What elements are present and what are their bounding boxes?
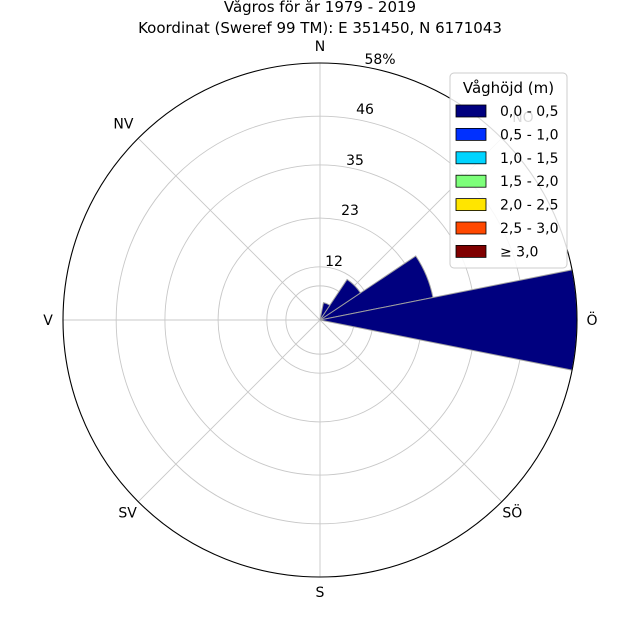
angular-grid-line [137, 137, 321, 321]
direction-label: NV [113, 116, 133, 132]
legend-title: Våghöjd (m) [463, 79, 554, 97]
legend-swatch [455, 221, 487, 235]
chart-title: Vågros för år 1979 - 2019 [224, 0, 416, 16]
legend-entry-label: 1,0 - 1,5 [500, 151, 558, 167]
radial-tick-label: 46 [356, 102, 374, 118]
direction-label: N [315, 39, 325, 55]
legend-swatch [455, 244, 487, 258]
legend-swatch [455, 151, 487, 165]
polar-area: NNOÖSÖSSVVNV1223354658% [43, 39, 597, 601]
legend-swatch [455, 198, 487, 212]
direction-label: V [43, 313, 53, 329]
legend-frame [449, 72, 568, 269]
rose-sector-bar [319, 269, 578, 371]
legend-entry-label: 1,5 - 2,0 [500, 174, 558, 190]
direction-label: S [316, 585, 325, 601]
legend-swatch [455, 127, 487, 141]
direction-label: SÖ [502, 503, 522, 521]
radial-tick-label: 12 [325, 254, 343, 270]
legend: Våghöjd (m) 0,0 - 0,5 0,5 - 1,0 1,0 - 1,5 1,… [449, 72, 568, 269]
legend-swatch [455, 174, 487, 188]
direction-label: Ö [586, 311, 597, 329]
legend-entry-label: 2,5 - 3,0 [500, 221, 558, 237]
legend-entry-label: 0,0 - 0,5 [500, 104, 558, 120]
angular-grid-line [319, 319, 503, 503]
legend-entry-label: 2,0 - 2,5 [500, 198, 558, 214]
legend-entry-label: 0,5 - 1,0 [500, 127, 558, 143]
radial-tick-label: 23 [341, 203, 359, 219]
chart-subtitle: Koordinat (Sweref 99 TM): E 351450, N 61… [138, 19, 502, 37]
direction-label: SV [118, 505, 137, 521]
outer-boundary [62, 62, 578, 578]
legend-entry-label: ≥ 3,0 [500, 244, 538, 260]
rose-sector-bar [319, 302, 331, 321]
rose-sector-bar [319, 278, 362, 321]
radial-tick-label: 35 [346, 153, 364, 169]
legend-swatch [455, 104, 487, 118]
angular-grid-line [137, 319, 321, 503]
radial-tick-label: 58% [364, 52, 395, 68]
